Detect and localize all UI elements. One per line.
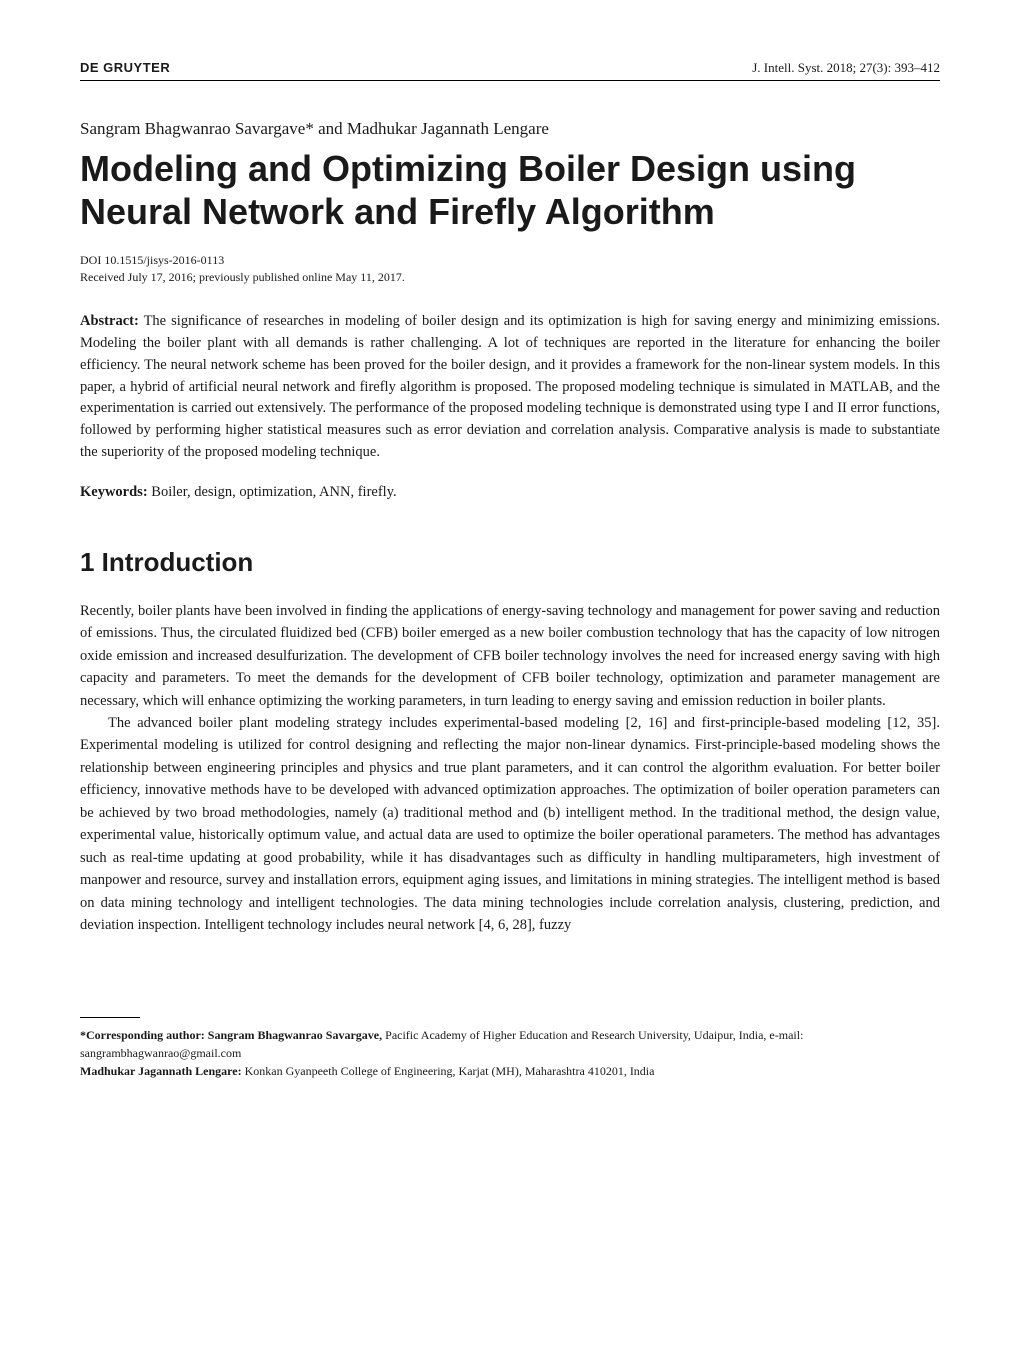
header-row: DE GRUYTER J. Intell. Syst. 2018; 27(3):… bbox=[80, 60, 940, 76]
header-divider bbox=[80, 80, 940, 81]
keywords-text: Boiler, design, optimization, ANN, firef… bbox=[148, 484, 397, 500]
intro-paragraph-2: The advanced boiler plant modeling strat… bbox=[80, 712, 940, 937]
intro-paragraph-1: Recently, boiler plants have been involv… bbox=[80, 600, 940, 712]
authors-line: Sangram Bhagwanrao Savargave* and Madhuk… bbox=[80, 119, 940, 139]
article-title: Modeling and Optimizing Boiler Design us… bbox=[80, 147, 940, 233]
received-line: Received July 17, 2016; previously publi… bbox=[80, 270, 940, 285]
keywords-label: Keywords: bbox=[80, 484, 148, 500]
doi-line: DOI 10.1515/jisys-2016-0113 bbox=[80, 253, 940, 268]
footer-divider bbox=[80, 1017, 140, 1018]
journal-citation: J. Intell. Syst. 2018; 27(3): 393–412 bbox=[752, 60, 940, 76]
corresponding-author-label: *Corresponding author: Sangram Bhagwanra… bbox=[80, 1028, 382, 1042]
abstract-paragraph: Abstract: The significance of researches… bbox=[80, 311, 940, 463]
abstract-text: The significance of researches in modeli… bbox=[80, 313, 940, 460]
keywords-line: Keywords: Boiler, design, optimization, … bbox=[80, 484, 940, 501]
second-author-line: Madhukar Jagannath Lengare: Konkan Gyanp… bbox=[80, 1062, 940, 1080]
corresponding-author-line: *Corresponding author: Sangram Bhagwanra… bbox=[80, 1026, 940, 1062]
section-heading-introduction: 1 Introduction bbox=[80, 547, 940, 578]
publisher-name: DE GRUYTER bbox=[80, 60, 170, 75]
second-author-label: Madhukar Jagannath Lengare: bbox=[80, 1064, 242, 1078]
second-author-text: Konkan Gyanpeeth College of Engineering,… bbox=[242, 1064, 655, 1078]
abstract-label: Abstract: bbox=[80, 313, 139, 329]
